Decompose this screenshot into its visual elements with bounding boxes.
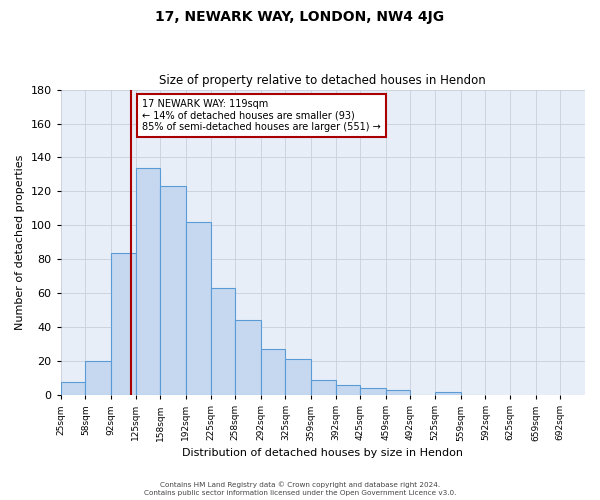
Bar [260,350,286,395]
Bar [386,390,410,395]
Bar [61,382,85,395]
Bar [311,380,335,395]
Text: Contains HM Land Registry data © Crown copyright and database right 2024.: Contains HM Land Registry data © Crown c… [160,481,440,488]
X-axis label: Distribution of detached houses by size in Hendon: Distribution of detached houses by size … [182,448,463,458]
Text: 17 NEWARK WAY: 119sqm
← 14% of detached houses are smaller (93)
85% of semi-deta: 17 NEWARK WAY: 119sqm ← 14% of detached … [142,98,381,132]
Bar [111,252,136,395]
Bar [186,222,211,395]
Bar [85,361,111,395]
Title: Size of property relative to detached houses in Hendon: Size of property relative to detached ho… [160,74,486,87]
Y-axis label: Number of detached properties: Number of detached properties [15,154,25,330]
Bar [435,392,461,395]
Bar [286,360,311,395]
Text: Contains public sector information licensed under the Open Government Licence v3: Contains public sector information licen… [144,490,456,496]
Bar [136,168,160,395]
Bar [160,186,186,395]
Text: 17, NEWARK WAY, LONDON, NW4 4JG: 17, NEWARK WAY, LONDON, NW4 4JG [155,10,445,24]
Bar [235,320,260,395]
Bar [211,288,235,395]
Bar [361,388,386,395]
Bar [335,385,361,395]
